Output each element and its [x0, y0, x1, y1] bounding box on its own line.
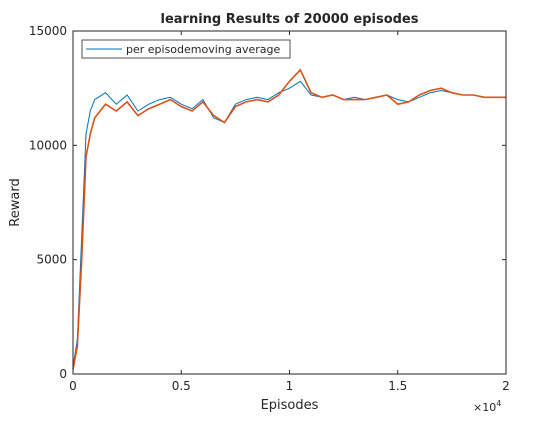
x-tick-label: 0 — [69, 379, 77, 393]
series-layer — [72, 68, 506, 370]
y-ticks: 0 5000 10000 15000 — [29, 24, 506, 381]
x-tick-label: 1.5 — [388, 379, 407, 393]
series-line-moving-average — [72, 68, 506, 370]
y-tick-label: 0 — [59, 367, 67, 381]
legend-box — [81, 39, 291, 59]
legend: per episodemoving average — [81, 39, 291, 59]
y-tick-label: 15000 — [29, 24, 67, 38]
x-tick-label: 2 — [502, 379, 510, 393]
legend-label: per episodemoving average — [126, 43, 281, 56]
x-tick-label: 1 — [286, 379, 294, 393]
x-tick-label: 0.5 — [172, 379, 191, 393]
x-ticks: 0 0.5 1 1.5 2 — [69, 31, 510, 393]
chart-title: learning Results of 20000 episodes — [161, 12, 419, 27]
x-exponent-base: ×10 — [473, 401, 496, 414]
series-line-per-episode — [72, 80, 506, 368]
x-axis-label: Episodes — [261, 398, 319, 413]
y-tick-label: 5000 — [36, 253, 67, 267]
x-exponent: ×104 — [473, 399, 501, 414]
y-axis-label: Reward — [8, 178, 23, 226]
x-exponent-power: 4 — [496, 399, 501, 408]
y-tick-label: 10000 — [29, 138, 67, 152]
